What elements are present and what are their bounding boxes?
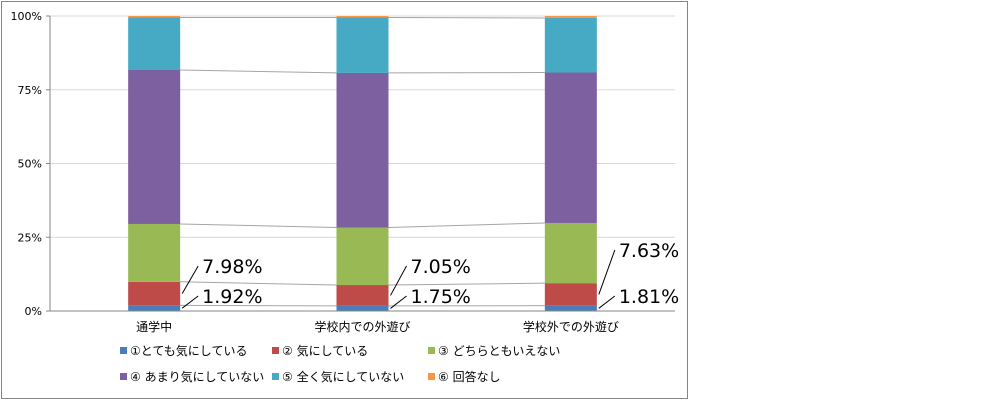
x-tick-label: 学校外での外遊び [523, 319, 619, 334]
legend-entry-label: ①とても気にしている [130, 343, 247, 358]
bar-segment [544, 17, 597, 73]
data-label: 7.98% [202, 256, 262, 278]
y-tick-label: 100% [11, 10, 42, 23]
y-tick-label: 75% [18, 84, 42, 97]
data-label-leader [598, 295, 616, 309]
bar-segment [128, 17, 181, 70]
data-label: 1.92% [202, 286, 262, 308]
series-connector-line [388, 282, 545, 286]
x-tick-label: 学校内での外遊び [314, 319, 410, 334]
bar-segment [544, 222, 597, 284]
bar-segment [544, 72, 597, 223]
data-label-leader [598, 249, 616, 295]
series-connector-line [180, 281, 337, 286]
legend-swatch [428, 373, 435, 380]
legend: ①とても気にしている ② 気にしている ③ どちらともいえない ④ あまり気にしていな… [120, 343, 560, 384]
y-tick-label: 25% [18, 231, 42, 244]
data-label-leader [181, 265, 199, 294]
legend-entry-label: ② 気にしている [282, 343, 368, 358]
series-connector-line [388, 222, 545, 229]
y-tick-label: 0% [25, 305, 42, 318]
y-tick-label: 50% [18, 158, 42, 171]
bars [128, 16, 597, 311]
bar-segment [336, 16, 389, 18]
legend-entry-label: ⑥ 回答なし [438, 369, 501, 384]
data-label-leader [181, 295, 199, 309]
data-label: 7.63% [619, 240, 679, 262]
bar-segment [128, 16, 181, 18]
legend-entry-label: ⑤ 全く気にしていない [282, 369, 404, 384]
bar-segment [336, 72, 389, 228]
legend-swatch [272, 373, 279, 380]
data-label: 7.05% [411, 256, 471, 278]
series-lines [180, 16, 545, 307]
bar-segment [128, 223, 181, 282]
legend-swatch [120, 373, 127, 380]
legend-swatch [428, 347, 435, 354]
data-labels: 1.92% 7.98% 1.75% 7.05% 1.81% 7.63% [181, 240, 679, 309]
bar-segment [128, 281, 181, 306]
bar-segment [544, 283, 597, 306]
bar-segment [128, 305, 181, 311]
x-tick-label: 通学中 [136, 319, 172, 334]
x-tick-labels: 通学中 学校内での外遊び 学校外での外遊び [136, 319, 619, 334]
bar-segment [336, 305, 389, 311]
series-connector-line [180, 223, 337, 229]
bar-segment [336, 285, 389, 306]
data-label: 1.75% [411, 286, 471, 308]
legend-entry-label: ③ どちらともいえない [438, 344, 560, 358]
series-connector-line [180, 69, 337, 74]
data-label: 1.81% [619, 286, 679, 308]
bar-segment [544, 305, 597, 311]
series-connector-line [180, 304, 337, 307]
bar-segment [336, 17, 389, 73]
legend-swatch [272, 347, 279, 354]
legend-entry-label: ④ あまり気にしていない [130, 369, 264, 384]
data-label-leader [390, 295, 407, 309]
bar-segment [336, 227, 389, 286]
y-tick-labels: 0% 25% 50% 75% 100% [11, 10, 42, 318]
data-label-leader [390, 265, 407, 296]
legend-swatch [120, 347, 127, 354]
bar-segment [544, 16, 597, 18]
bar-segment [128, 69, 181, 224]
